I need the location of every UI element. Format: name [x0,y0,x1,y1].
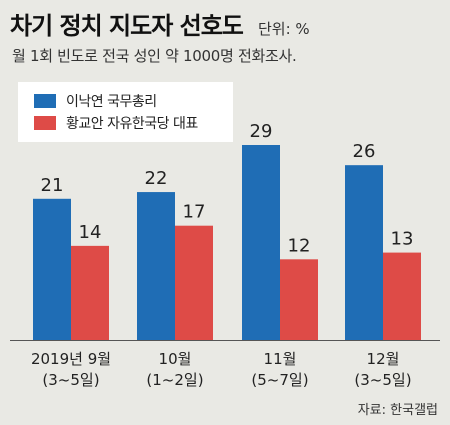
bar-series-2-3 [280,259,318,340]
category-label-4-line-1: 12월 [367,350,400,368]
bar-series-2-2 [175,225,213,340]
data-label-series-1-2: 22 [145,168,168,189]
legend-swatch-series-2 [34,116,56,130]
data-label-series-2-2: 17 [183,202,206,223]
category-label-1-line-2: (3~5일) [42,371,99,389]
category-label-2-line-2: (1~2일) [146,371,203,389]
unit-label: 단위: % [257,20,310,38]
legend-label-series-1: 이낙연 국무총리 [66,94,157,110]
bar-series-1-4 [345,165,383,340]
bar-series-1-3 [242,145,280,340]
bar-series-2-1 [71,245,109,340]
title-row: 차기 정치 지도자 선호도 단위: % [10,6,310,41]
legend: 이낙연 국무총리 황교안 자유한국당 대표 [18,82,233,142]
category-label-3-line-1: 11월 [264,350,297,368]
data-label-series-1-1: 21 [41,175,64,196]
legend-item-series-1: 이낙연 국무총리 [34,90,233,112]
bar-series-2-4 [383,252,421,340]
category-label-3-line-2: (5~7일) [251,371,308,389]
data-label-series-1-3: 29 [250,121,273,142]
bar-series-1-1 [33,198,71,340]
chart-title: 차기 정치 지도자 선호도 [10,12,244,40]
category-label-2-line-1: 10월 [159,350,192,368]
legend-swatch-series-1 [34,94,56,108]
source-note: 자료: 한국갤럽 [357,403,438,418]
data-label-series-2-4: 13 [391,229,414,250]
bar-series-1-2 [137,192,175,340]
category-label-4-line-2: (3~5일) [354,371,411,389]
category-label-1-line-1: 2019년 9월 [31,350,111,368]
chart-subtitle: 월 1회 빈도로 전국 성인 약 1000명 전화조사. [12,47,297,65]
legend-label-series-2: 황교안 자유한국당 대표 [66,116,198,132]
data-label-series-2-3: 12 [288,235,311,256]
legend-item-series-2: 황교안 자유한국당 대표 [34,112,233,134]
data-label-series-2-1: 14 [79,222,102,243]
data-label-series-1-4: 26 [353,141,376,162]
